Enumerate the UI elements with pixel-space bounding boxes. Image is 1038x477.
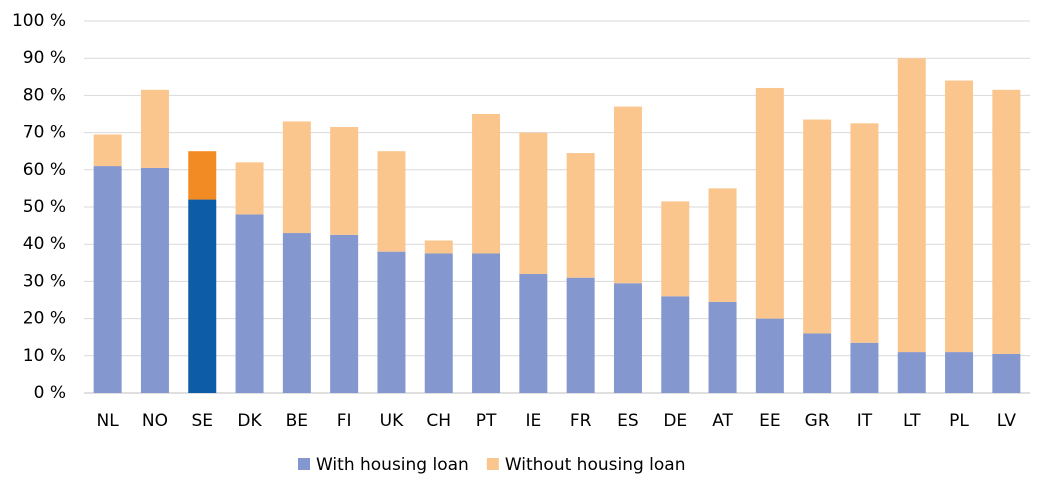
y-tick-label: 0 % — [34, 383, 66, 403]
bar-segment — [755, 87, 784, 319]
bar-segment — [945, 80, 974, 353]
bar-segment — [661, 296, 690, 393]
x-tick-label: ES — [617, 411, 639, 431]
y-tick-label: 100 % — [12, 11, 66, 31]
bar-segment — [755, 318, 784, 393]
bar-segment — [140, 89, 169, 168]
x-tick-label: CH — [426, 411, 451, 431]
x-tick-label: NO — [142, 411, 168, 431]
bar-segment — [566, 153, 595, 278]
y-tick-label: 40 % — [23, 234, 66, 254]
x-tick-label: NL — [97, 411, 120, 431]
bar-segment — [188, 199, 217, 393]
x-tick-label: FR — [570, 411, 592, 431]
y-tick-label: 70 % — [23, 123, 66, 143]
bar-segment — [661, 201, 690, 297]
bar-segment — [519, 273, 548, 393]
bar-segment — [93, 166, 122, 393]
x-tick-label: PL — [949, 411, 969, 431]
bar-segment — [93, 134, 122, 167]
bar-segment — [472, 114, 501, 254]
y-tick-label: 60 % — [23, 160, 66, 180]
x-tick-label: LV — [997, 411, 1017, 431]
bar-segment — [613, 283, 642, 393]
bar-segment — [235, 214, 264, 393]
x-tick-label: LT — [903, 411, 921, 431]
bar-segment — [708, 188, 737, 302]
x-tick-label: DK — [237, 411, 262, 431]
legend-swatch — [298, 458, 310, 470]
bar-segment — [140, 167, 169, 393]
y-tick-label: 90 % — [23, 48, 66, 68]
x-tick-label: IT — [857, 411, 873, 431]
legend-swatch — [486, 458, 499, 470]
bar-segment — [803, 119, 832, 334]
x-tick-label: DE — [663, 411, 687, 431]
bar-segment — [945, 352, 974, 393]
x-tick-label: FI — [337, 411, 352, 431]
x-tick-label: SE — [191, 411, 213, 431]
x-tick-label: BE — [286, 411, 308, 431]
y-tick-label: 50 % — [23, 197, 66, 217]
legend-label: With housing loan — [316, 455, 469, 475]
bar-segment — [235, 162, 264, 215]
y-tick-label: 30 % — [23, 271, 66, 291]
bar-segment — [330, 127, 359, 235]
bar-segment — [377, 151, 406, 252]
bar-segment — [850, 342, 879, 393]
x-tick-label: PT — [476, 411, 497, 431]
x-tick-label: UK — [380, 411, 404, 431]
bar-segment — [708, 301, 737, 393]
bar-segment — [188, 151, 217, 200]
bar-segment — [897, 352, 926, 393]
bar-segment — [330, 234, 359, 393]
bar-segment — [850, 123, 879, 343]
bar-segment — [282, 121, 311, 234]
bar-segment — [992, 89, 1021, 354]
y-tick-label: 80 % — [23, 85, 66, 105]
bar-segment — [992, 353, 1021, 393]
y-tick-label: 10 % — [23, 346, 66, 366]
bar-segment — [803, 333, 832, 393]
bar-segment — [613, 106, 642, 284]
bar-segment — [472, 253, 501, 393]
x-tick-label: EE — [759, 411, 780, 431]
bar-segment — [377, 251, 406, 393]
bar-segment — [424, 253, 453, 393]
x-tick-label: AT — [712, 411, 733, 431]
bar-segment — [566, 277, 595, 393]
x-tick-label: IE — [525, 411, 541, 431]
bar-segment — [897, 58, 926, 353]
y-tick-label: 20 % — [23, 309, 66, 329]
x-tick-label: GR — [805, 411, 830, 431]
bar-segment — [519, 132, 548, 274]
bar-segment — [282, 233, 311, 393]
legend-label: Without housing loan — [505, 455, 686, 475]
bar-segment — [424, 240, 453, 254]
